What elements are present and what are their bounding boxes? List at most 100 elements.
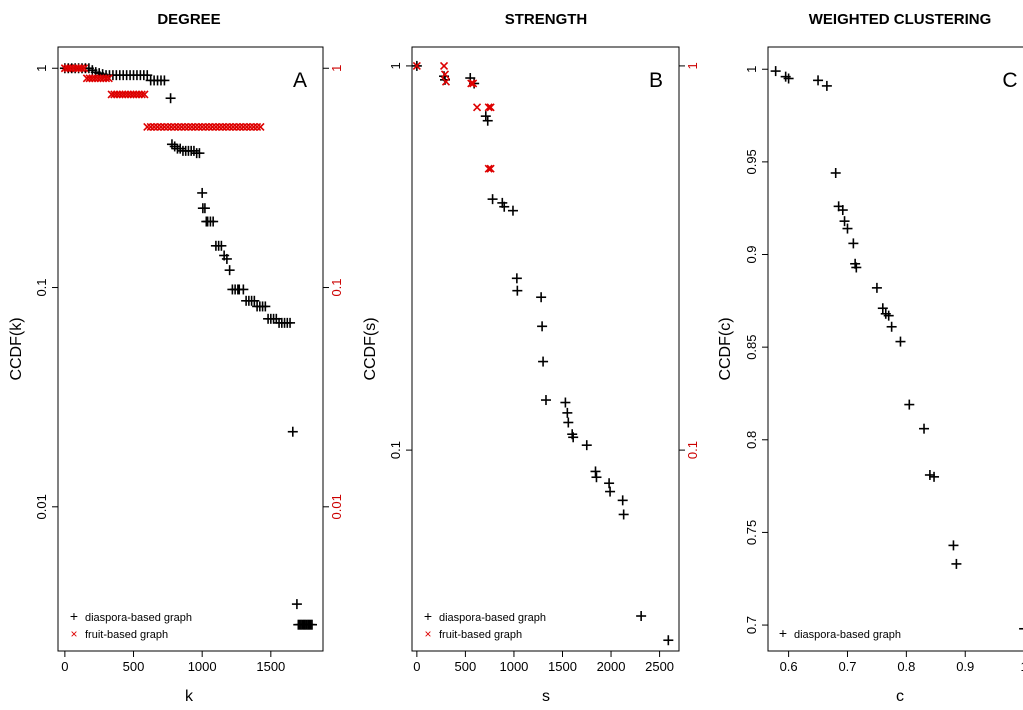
data-point-plus [165,93,176,104]
data-point-plus [636,611,647,622]
x-tick-label: 1 [1020,659,1023,674]
y-tick-label: 1 [34,65,49,72]
data-point-cross [201,122,210,131]
x-tick-label: 0.9 [956,659,974,674]
data-point-plus [783,73,794,84]
data-point-plus [1019,627,1023,630]
data-point-cross [137,90,146,99]
y-ticks-right-strength: 10.1 [679,62,700,459]
y-tick-label: 0.01 [34,494,49,519]
y-right-tick-label: 0.01 [329,494,344,519]
data-point-plus [512,285,523,296]
data-point-cross [177,122,186,131]
data-point-plus [238,284,249,295]
marks-weighted-clustering [770,66,1023,630]
y-ticks-weighted-clustering: 0.7 0.75 0.8 0.85 0.9 0.95 1 [744,66,768,634]
data-point-plus [194,148,205,159]
data-point-cross [440,70,450,79]
data-point-plus [291,599,302,610]
data-point-cross [180,122,190,131]
x-tick-label: 0.8 [897,659,915,674]
legend-label-diaspora: diaspora-based graph [794,629,901,641]
data-point-plus [142,70,153,81]
data-point-plus [618,509,629,520]
legend-marker-fruit: × [424,627,431,641]
x-ticks-degree: 0 500 1000 1500 [61,651,285,674]
legend-strength: + diaspora-based graph × fruit-based gra… [424,608,546,641]
panel-letter-b: B [649,69,663,92]
data-point-cross [163,122,172,131]
data-point-cross [441,77,451,86]
data-point-cross [140,90,149,99]
data-point-plus [848,238,859,249]
data-point-cross [208,122,217,131]
data-point-plus [560,397,571,408]
x-tick-label: 0 [61,659,68,674]
y-ticks-right-degree: 1 0.1 0.01 [323,65,344,519]
x-ticks-weighted-clustering: 0.6 0.7 0.8 0.9 1 [780,651,1023,674]
y-right-tick-label: 0.1 [685,441,700,459]
legend-weighted-clustering: + diaspora-based graph [779,625,901,641]
legend-marker-diaspora: + [70,608,78,624]
data-point-plus [929,471,940,482]
x-ticks-strength: 0 500 1000 1500 2000 2500 [413,651,674,674]
data-point-plus [208,216,219,227]
y-tick-label: 0.1 [34,278,49,296]
y-ticks-strength: 10.1 [388,62,412,459]
data-point-cross [412,61,421,70]
legend-degree: + diaspora-based graph × fruit-based gra… [70,608,192,641]
data-point-cross [204,122,214,131]
y-tick-label: 0.85 [744,334,759,359]
data-point-cross [101,74,111,83]
data-point-cross [242,122,251,131]
y-tick-label: 0.7 [744,616,759,634]
data-point-plus [199,203,210,214]
x-tick-label: 1000 [499,659,528,674]
x-tick-label: 2000 [597,659,626,674]
y-right-tick-label: 1 [329,65,344,72]
data-point-plus [563,417,574,428]
data-point-cross [256,122,265,131]
data-point-plus [877,303,888,314]
plot-frame-degree [57,46,324,652]
data-point-cross [469,79,478,88]
data-point-plus [948,540,959,551]
legend-marker-fruit: × [70,627,77,641]
data-point-plus [821,80,832,91]
legend-label-fruit: fruit-based graph [85,629,168,641]
x-tick-label: 1500 [548,659,577,674]
data-point-plus [813,75,824,86]
data-point-cross [160,122,169,131]
y-tick-label: 0.1 [388,441,403,459]
data-point-plus [895,336,906,347]
data-point-plus [482,115,493,126]
data-point-cross [467,79,476,88]
data-point-plus [562,407,573,418]
y-tick-label: 1 [388,62,403,69]
data-point-plus [216,240,227,251]
legend-label-diaspora: diaspora-based graph [85,612,192,624]
data-point-plus [224,265,235,276]
legend-marker-diaspora: + [424,608,432,624]
panel-strength: STRENGTH B s CCDF(s) 0 500 1000 1500 2000 250… [362,11,700,705]
data-point-cross [143,122,152,131]
y-axis-label-strength: CCDF(s) [362,317,379,380]
x-tick-label: 2500 [645,659,674,674]
data-point-cross [187,122,196,131]
data-point-cross [77,64,86,73]
data-point-plus [663,635,674,646]
data-point-cross [228,122,238,131]
data-point-cross [472,103,482,112]
panel-title-degree: DEGREE [157,11,220,28]
data-point-plus [511,273,522,284]
data-point-cross [170,122,179,131]
panel-letter-c: C [1002,69,1017,92]
x-axis-label-weighted-clustering: c [896,688,904,705]
panel-letter-a: A [293,69,307,92]
data-point-plus [568,432,579,443]
panel-weighted-clustering: WEIGHTED CLUSTERING C c CCDF(c) 0.6 0.7 0.… [717,11,1023,705]
y-tick-label: 0.9 [744,245,759,263]
data-point-plus [605,486,616,497]
data-point-plus [904,399,915,410]
